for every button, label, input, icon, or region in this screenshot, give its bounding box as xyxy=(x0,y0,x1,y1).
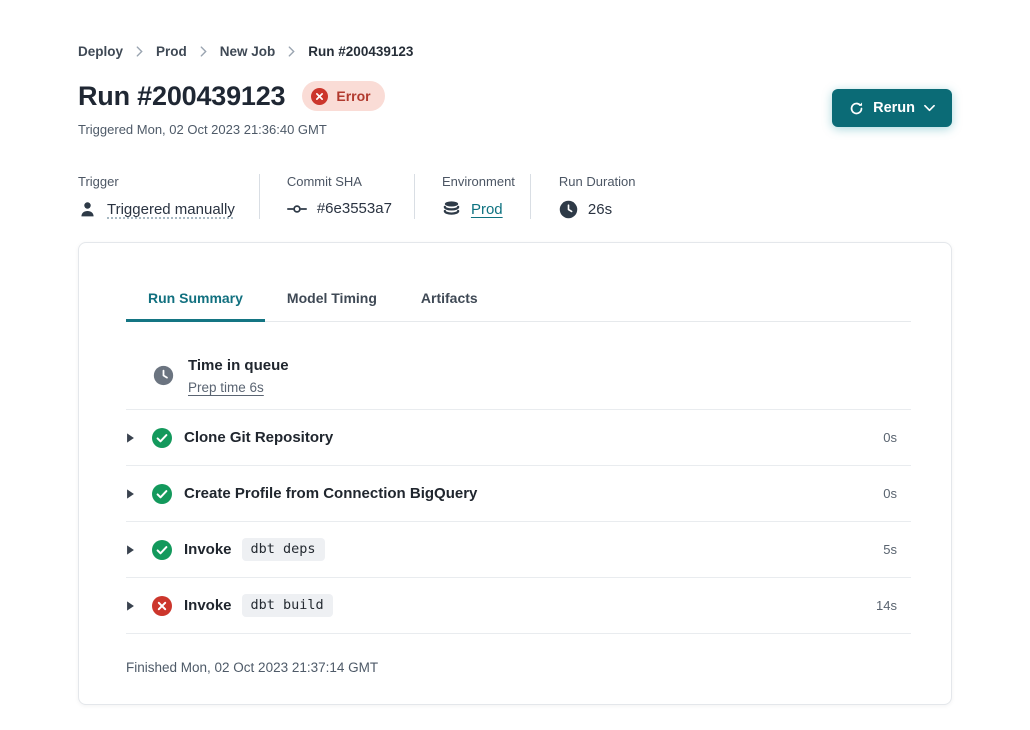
database-icon xyxy=(442,200,461,219)
trigger-value[interactable]: Triggered manually xyxy=(107,201,235,218)
step-row-dbt-deps[interactable]: Invoke dbt deps 5s xyxy=(126,522,911,578)
person-icon xyxy=(78,200,97,219)
step-row-create-profile[interactable]: Create Profile from Connection BigQuery … xyxy=(126,466,911,522)
run-summary-card: Run Summary Model Timing Artifacts Time … xyxy=(78,242,952,705)
divider xyxy=(258,174,260,219)
expand-arrow-icon[interactable] xyxy=(126,432,136,444)
command-chip: dbt build xyxy=(241,594,333,617)
header: Run #200439123 Error Triggered Mon, 02 O… xyxy=(78,80,952,137)
commit-icon xyxy=(286,203,307,215)
environment-link[interactable]: Prod xyxy=(470,201,503,218)
status-badge-label: Error xyxy=(336,88,371,104)
breadcrumb-item-deploy[interactable]: Deploy xyxy=(78,44,124,59)
time-in-queue-row: Time in queue Prep time 6s xyxy=(126,322,911,410)
tab-model-timing[interactable]: Model Timing xyxy=(286,290,377,306)
detail-run-duration: Run Duration 26s xyxy=(531,174,636,219)
command-chip: dbt deps xyxy=(241,538,325,561)
tab-run-summary[interactable]: Run Summary xyxy=(126,290,265,322)
run-duration-value: 26s xyxy=(587,201,613,218)
tab-bar: Run Summary Model Timing Artifacts xyxy=(126,243,911,322)
x-circle-icon xyxy=(152,595,172,616)
breadcrumb-current: Run #200439123 xyxy=(308,44,414,59)
step-title: Create Profile from Connection BigQuery xyxy=(184,485,478,502)
divider xyxy=(529,174,531,219)
detail-label: Environment xyxy=(441,174,515,189)
commit-sha-value: #6e3553a7 xyxy=(316,200,392,217)
detail-label: Run Duration xyxy=(558,174,636,189)
chevron-right-icon xyxy=(200,46,207,57)
expand-arrow-icon[interactable] xyxy=(126,544,136,556)
detail-label: Trigger xyxy=(78,174,119,189)
refresh-icon xyxy=(849,101,864,116)
error-circle-icon xyxy=(311,87,329,105)
divider xyxy=(413,174,415,219)
page-title: Run #200439123 xyxy=(78,81,286,111)
detail-trigger: Trigger Triggered manually xyxy=(78,174,259,219)
step-duration: 0s xyxy=(883,486,897,501)
expand-arrow-icon[interactable] xyxy=(126,488,136,500)
check-circle-icon xyxy=(152,539,172,560)
chevron-right-icon xyxy=(136,46,143,57)
breadcrumb-item-new-job[interactable]: New Job xyxy=(219,44,276,59)
rerun-button-label: Rerun xyxy=(873,100,915,116)
step-title: Invoke xyxy=(184,541,232,558)
breadcrumb: Deploy Prod New Job Run #200439123 xyxy=(78,0,952,59)
step-duration: 14s xyxy=(876,598,897,613)
status-badge: Error xyxy=(302,81,385,111)
expand-arrow-icon[interactable] xyxy=(126,600,136,612)
tab-artifacts[interactable]: Artifacts xyxy=(420,290,478,306)
check-circle-icon xyxy=(152,427,172,448)
run-detail-page: Deploy Prod New Job Run #200439123 Run #… xyxy=(78,0,952,705)
rerun-button[interactable]: Rerun xyxy=(832,89,952,127)
detail-environment: Environment Prod xyxy=(415,174,530,219)
queue-title: Time in queue xyxy=(188,357,289,374)
check-circle-icon xyxy=(152,483,172,504)
finished-timestamp: Finished Mon, 02 Oct 2023 21:37:14 GMT xyxy=(126,660,379,675)
header-left: Run #200439123 Error Triggered Mon, 02 O… xyxy=(78,80,385,137)
step-title: Invoke xyxy=(184,597,232,614)
breadcrumb-item-prod[interactable]: Prod xyxy=(156,44,187,59)
prep-time-link[interactable]: Prep time 6s xyxy=(188,380,264,395)
chevron-right-icon xyxy=(288,46,295,57)
clock-icon xyxy=(153,365,174,386)
step-title: Clone Git Repository xyxy=(184,429,334,446)
detail-commit-sha: Commit SHA #6e3553a7 xyxy=(260,174,414,219)
clock-icon xyxy=(559,200,578,219)
step-duration: 0s xyxy=(883,430,897,445)
detail-label: Commit SHA xyxy=(286,174,362,189)
step-duration: 5s xyxy=(883,542,897,557)
chevron-down-icon xyxy=(924,104,935,112)
step-row-dbt-build[interactable]: Invoke dbt build 14s xyxy=(126,578,911,634)
step-row-clone-git[interactable]: Clone Git Repository 0s xyxy=(126,410,911,466)
triggered-timestamp: Triggered Mon, 02 Oct 2023 21:36:40 GMT xyxy=(78,122,327,137)
run-details-row: Trigger Triggered manually Commit SHA #6… xyxy=(78,174,952,219)
